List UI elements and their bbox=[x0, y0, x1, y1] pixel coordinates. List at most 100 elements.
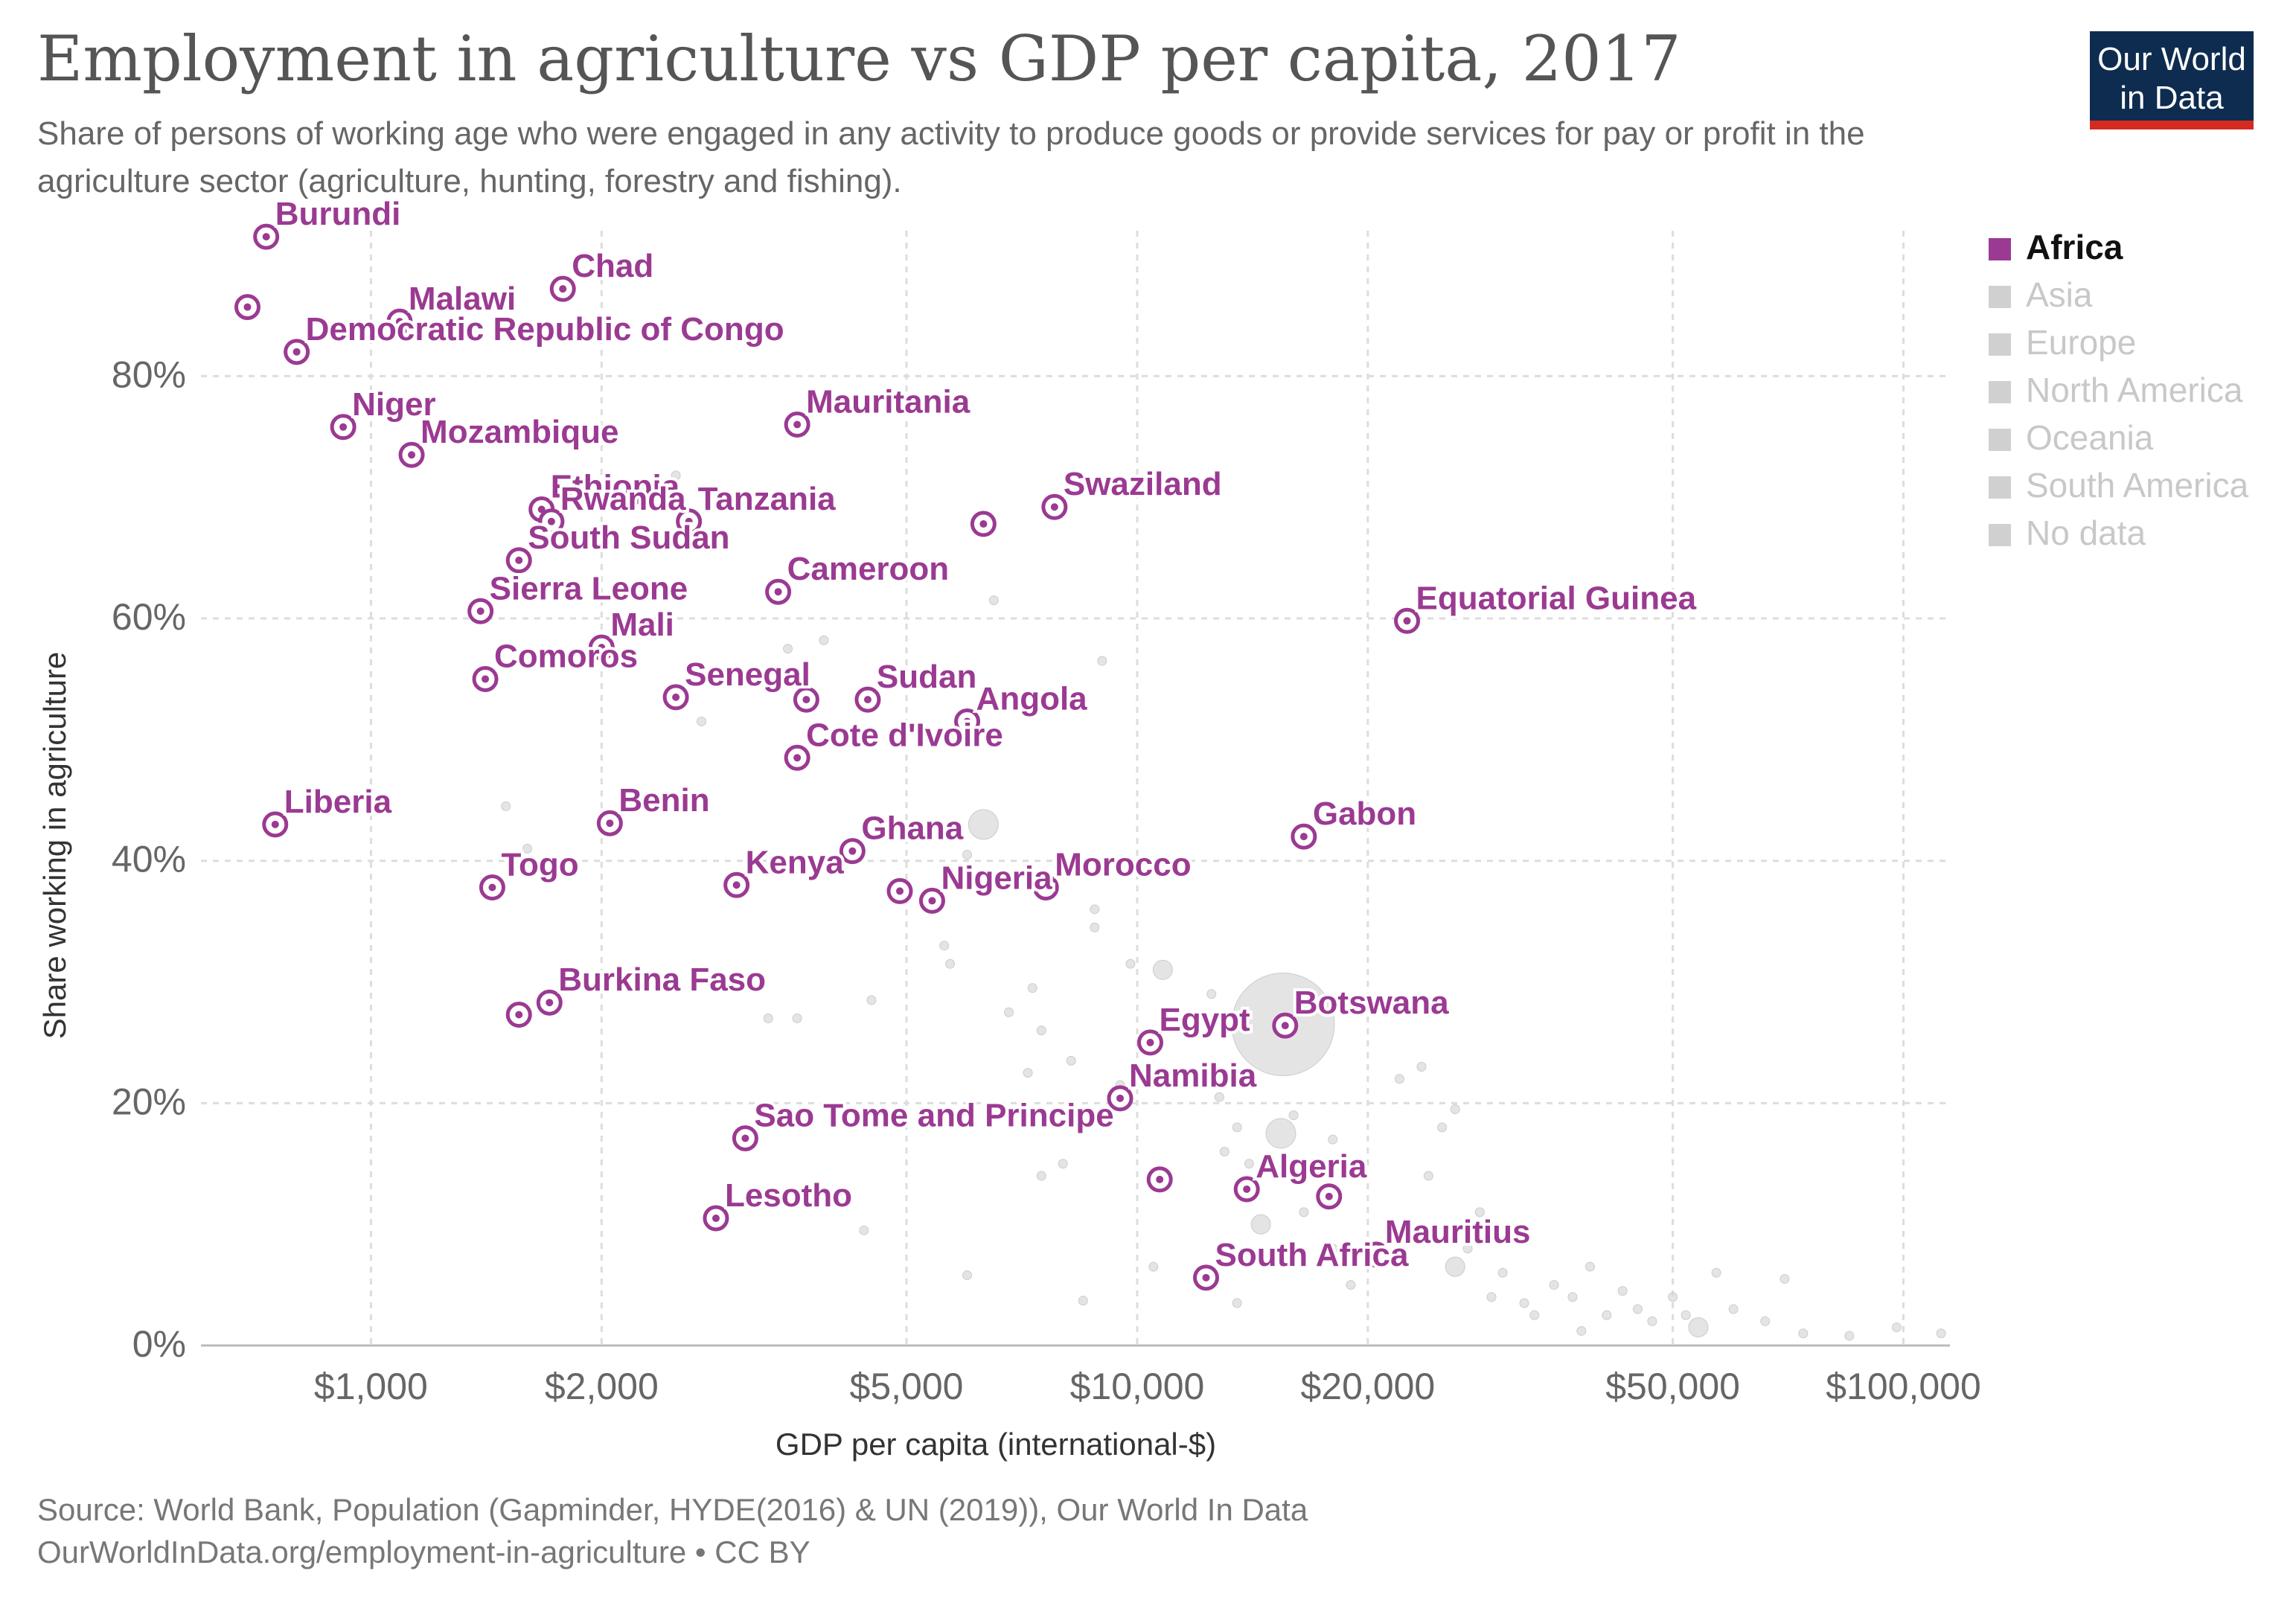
other-region-point[interactable] bbox=[1632, 1304, 1643, 1314]
other-region-point[interactable] bbox=[1647, 1316, 1657, 1326]
other-region-point[interactable] bbox=[671, 470, 681, 481]
other-region-point[interactable] bbox=[1602, 1310, 1612, 1320]
other-region-point[interactable] bbox=[1779, 1273, 1790, 1284]
other-region-point[interactable] bbox=[1265, 1118, 1296, 1149]
other-region-point[interactable] bbox=[1462, 1244, 1473, 1254]
other-region-point[interactable] bbox=[1346, 1280, 1356, 1290]
legend-swatch[interactable] bbox=[1989, 524, 2011, 546]
other-region-point[interactable] bbox=[763, 1013, 773, 1023]
other-region-point[interactable] bbox=[1206, 989, 1217, 999]
point-label: Mali bbox=[610, 607, 674, 643]
africa-point-core bbox=[685, 517, 693, 525]
other-region-point[interactable] bbox=[1004, 1007, 1014, 1017]
other-region-point[interactable] bbox=[968, 809, 999, 840]
legend-label[interactable]: No data bbox=[2026, 513, 2146, 552]
other-region-point[interactable] bbox=[501, 801, 511, 811]
other-region-point[interactable] bbox=[1519, 1298, 1529, 1308]
other-region-point[interactable] bbox=[1760, 1316, 1771, 1326]
other-region-point[interactable] bbox=[939, 941, 950, 951]
other-region-point[interactable] bbox=[1328, 1134, 1338, 1145]
other-region-point[interactable] bbox=[859, 1225, 869, 1235]
other-region-point[interactable] bbox=[1394, 1074, 1404, 1084]
other-region-point[interactable] bbox=[1328, 1244, 1338, 1254]
point-label: Tanzania bbox=[698, 481, 837, 517]
legend-swatch[interactable] bbox=[1989, 429, 2011, 451]
other-region-point[interactable] bbox=[1232, 1298, 1242, 1308]
other-region-point[interactable] bbox=[1576, 1325, 1587, 1336]
other-region-point[interactable] bbox=[1688, 1317, 1709, 1338]
legend-label[interactable]: Oceania bbox=[2026, 418, 2154, 457]
other-region-point[interactable] bbox=[945, 819, 956, 830]
other-region-point[interactable] bbox=[1423, 1171, 1433, 1181]
legend-swatch[interactable] bbox=[1989, 381, 2011, 403]
other-region-point[interactable] bbox=[1891, 1322, 1902, 1333]
africa-point-core bbox=[547, 517, 555, 525]
other-region-point[interactable] bbox=[1125, 959, 1136, 969]
other-region-point[interactable] bbox=[1058, 1159, 1068, 1169]
other-region-point[interactable] bbox=[1798, 1328, 1809, 1339]
point-label: Rwanda bbox=[560, 481, 686, 517]
other-region-point[interactable] bbox=[819, 635, 829, 645]
other-region-point[interactable] bbox=[1078, 1296, 1088, 1306]
other-region-point[interactable] bbox=[1090, 904, 1100, 915]
other-region-point[interactable] bbox=[1936, 1328, 1946, 1339]
legend-swatch[interactable] bbox=[1989, 286, 2011, 308]
other-region-point[interactable] bbox=[1164, 1080, 1174, 1090]
other-region-point[interactable] bbox=[988, 595, 999, 606]
other-region-point[interactable] bbox=[1450, 1104, 1460, 1114]
other-region-point[interactable] bbox=[1023, 1068, 1033, 1078]
legend-label[interactable]: South America bbox=[2026, 466, 2249, 505]
legend-swatch[interactable] bbox=[1989, 333, 2011, 356]
other-region-point[interactable] bbox=[1728, 1304, 1739, 1314]
other-region-point[interactable] bbox=[1299, 1207, 1309, 1217]
other-region-point[interactable] bbox=[1148, 1261, 1159, 1272]
other-region-point[interactable] bbox=[783, 644, 793, 654]
other-region-point[interactable] bbox=[1668, 1292, 1678, 1302]
other-region-point[interactable] bbox=[522, 843, 533, 854]
other-region-point[interactable] bbox=[1097, 656, 1107, 666]
other-region-point[interactable] bbox=[792, 1013, 802, 1023]
other-region-point[interactable] bbox=[962, 850, 973, 860]
africa-point-core bbox=[732, 881, 741, 889]
legend-label[interactable]: North America bbox=[2026, 371, 2243, 409]
other-region-point[interactable] bbox=[1250, 1214, 1271, 1235]
other-region-point[interactable] bbox=[1617, 1286, 1628, 1296]
point-label: Chad bbox=[572, 248, 653, 284]
legend-label[interactable]: Asia bbox=[2026, 275, 2093, 314]
other-region-point[interactable] bbox=[697, 716, 707, 726]
other-region-point[interactable] bbox=[945, 959, 956, 969]
other-region-point[interactable] bbox=[1445, 1256, 1465, 1277]
other-region-point[interactable] bbox=[1036, 1025, 1046, 1036]
other-region-point[interactable] bbox=[1152, 959, 1173, 980]
other-region-point[interactable] bbox=[1844, 1331, 1855, 1341]
legend-swatch[interactable] bbox=[1989, 476, 2011, 499]
other-region-point[interactable] bbox=[1437, 1122, 1448, 1133]
other-region-point[interactable] bbox=[1232, 1122, 1242, 1133]
other-region-point[interactable] bbox=[962, 1270, 973, 1281]
y-tick-label: 60% bbox=[112, 596, 186, 638]
other-region-point[interactable] bbox=[1497, 1267, 1508, 1278]
other-region-point[interactable] bbox=[1288, 1110, 1299, 1121]
other-region-point[interactable] bbox=[1416, 1062, 1427, 1072]
other-region-point[interactable] bbox=[1711, 1267, 1721, 1278]
legend-label[interactable]: Europe bbox=[2026, 323, 2136, 362]
other-region-point[interactable] bbox=[1066, 1055, 1076, 1066]
other-region-point[interactable] bbox=[1036, 1171, 1046, 1181]
other-region-point[interactable] bbox=[1486, 1292, 1497, 1302]
other-region-point[interactable] bbox=[1090, 922, 1100, 932]
other-region-point[interactable] bbox=[1214, 1092, 1224, 1102]
owid-logo[interactable]: Our World in Data bbox=[2090, 31, 2254, 129]
legend-swatch[interactable] bbox=[1989, 238, 2011, 260]
other-region-point[interactable] bbox=[866, 995, 877, 1005]
other-region-point[interactable] bbox=[1027, 983, 1037, 993]
other-region-point[interactable] bbox=[1567, 1292, 1578, 1302]
other-region-point[interactable] bbox=[1244, 1159, 1254, 1169]
source-url[interactable]: OurWorldInData.org/employment-in-agricul… bbox=[37, 1535, 810, 1569]
other-region-point[interactable] bbox=[1585, 1261, 1595, 1272]
other-region-point[interactable] bbox=[1681, 1310, 1691, 1320]
other-region-point[interactable] bbox=[1549, 1280, 1559, 1290]
other-region-point[interactable] bbox=[1529, 1310, 1540, 1320]
other-region-point[interactable] bbox=[1219, 1146, 1229, 1156]
other-region-point[interactable] bbox=[1474, 1207, 1485, 1217]
legend-label[interactable]: Africa bbox=[2026, 228, 2123, 266]
